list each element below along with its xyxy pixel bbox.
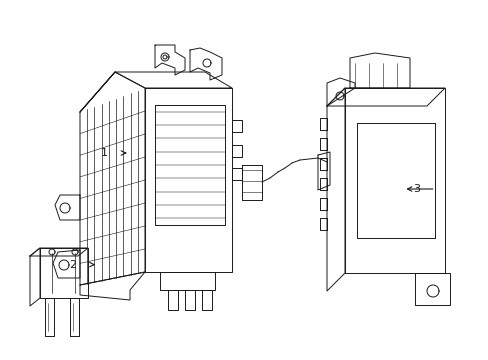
Polygon shape (80, 72, 231, 112)
Polygon shape (319, 198, 326, 210)
Polygon shape (319, 118, 326, 130)
Polygon shape (356, 123, 434, 238)
Text: 3: 3 (413, 184, 420, 194)
Polygon shape (145, 88, 231, 272)
Polygon shape (70, 298, 79, 336)
Polygon shape (40, 248, 88, 298)
Polygon shape (326, 88, 444, 106)
Polygon shape (45, 298, 54, 336)
Polygon shape (202, 290, 212, 310)
Polygon shape (317, 152, 329, 190)
Polygon shape (319, 218, 326, 230)
Text: 1: 1 (101, 148, 107, 158)
Polygon shape (190, 48, 222, 80)
Polygon shape (30, 248, 88, 256)
Polygon shape (319, 138, 326, 150)
Polygon shape (80, 72, 145, 285)
Polygon shape (319, 178, 326, 190)
Polygon shape (160, 272, 215, 290)
Polygon shape (326, 88, 345, 291)
Polygon shape (345, 88, 444, 273)
Polygon shape (326, 78, 354, 106)
Polygon shape (155, 45, 184, 75)
Polygon shape (231, 120, 242, 132)
Polygon shape (231, 168, 242, 180)
Polygon shape (349, 53, 409, 88)
Polygon shape (168, 290, 178, 310)
Polygon shape (30, 248, 40, 306)
Polygon shape (155, 105, 224, 225)
Polygon shape (53, 250, 80, 278)
Polygon shape (184, 290, 195, 310)
Polygon shape (55, 195, 80, 220)
Polygon shape (80, 272, 145, 300)
Text: 2: 2 (68, 260, 76, 270)
Polygon shape (414, 273, 449, 305)
Polygon shape (319, 158, 326, 170)
Polygon shape (242, 165, 262, 200)
Polygon shape (231, 145, 242, 157)
